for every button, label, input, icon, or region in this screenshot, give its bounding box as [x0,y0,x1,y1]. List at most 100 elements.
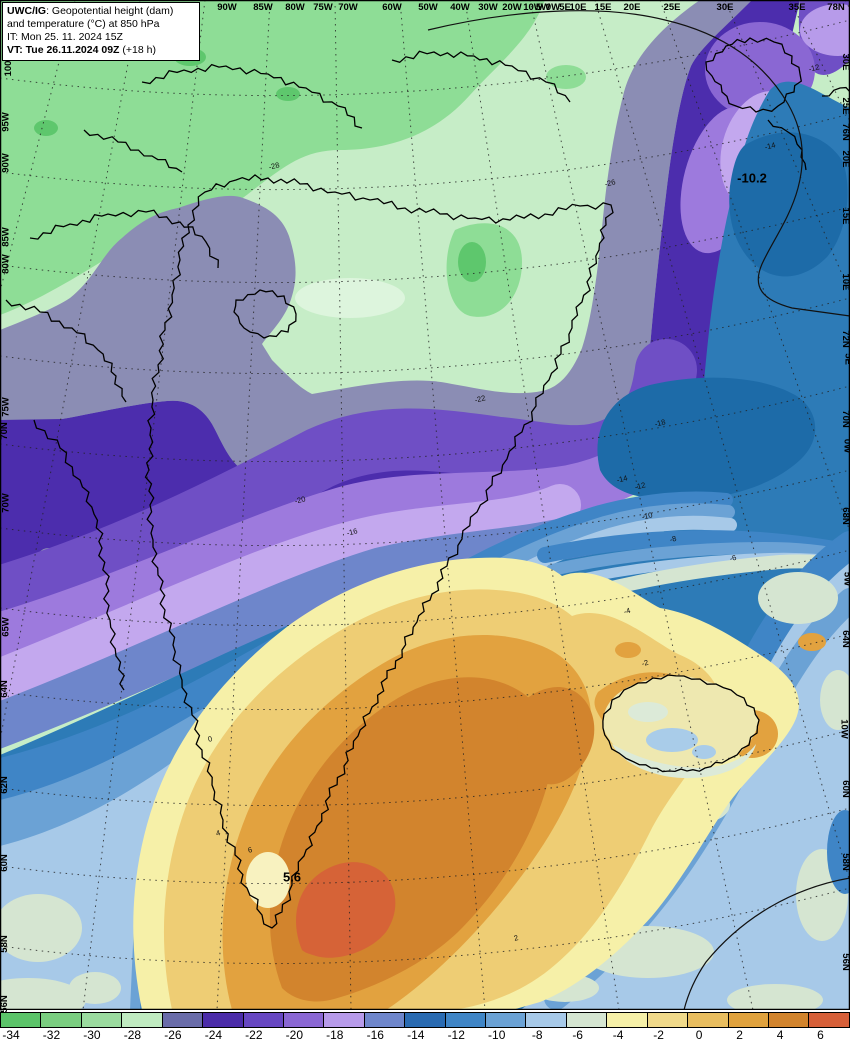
graticule-label-left: 70N [0,422,11,440]
legend-tick-label: -10 [488,1028,506,1041]
title-line-2: and temperature (°C) at 850 hPa [7,18,160,30]
graticule-label-top: 20W [502,2,522,13]
graticule-label-top: 15E [594,2,612,13]
legend-tick-label: -18 [326,1028,344,1041]
legend-tick-label: -2 [653,1028,664,1041]
graticule-label-top: 10W [523,2,543,13]
legend-tick-label: -34 [2,1028,20,1041]
graticule-line [594,0,850,884]
arctic-island-coastline [391,50,571,103]
legend-color-cell [324,1013,365,1027]
arctic-island-coastline [233,289,297,339]
legend-color-cell [243,1013,284,1027]
legend-color-cell [607,1013,648,1027]
legend-tick-label: -22 [245,1028,263,1041]
product-rest: : Geopotential height (dam) [46,5,174,17]
arctic-island-coastline [83,129,183,173]
legend-color-cell [688,1013,729,1027]
graticule-label-right: 64N [839,630,850,648]
iceland-interior [603,675,759,779]
svalbard-coastline [821,86,850,97]
svalbard-coastline [705,37,803,113]
graticule-label-top: 78N [827,2,845,13]
legend-tick-label: 0 [695,1028,703,1041]
graticule-label-right: 60N [839,780,850,798]
graticule-label-left: 58N [0,935,11,953]
graticule-line [464,0,620,1010]
graticule-label-top: 10E [569,2,587,13]
graticule-line [334,0,352,1010]
legend-color-cell [405,1013,446,1027]
iceland-coastline [602,674,760,773]
graticule-label-right: 25E [840,97,850,115]
arctic-island-coastline [5,299,127,403]
graticule-label-top: 90W [217,2,237,13]
legend-tick-label: -28 [123,1028,142,1041]
graticule-label-left: 65W [0,617,12,637]
graticule-label-top: 30W [478,2,498,13]
graticule-label-top: 40W [450,2,470,13]
graticule-label-right: 58N [839,853,850,871]
init-time: IT: Mon 25. 11. 2024 15Z [7,31,123,43]
graticule-label-right: 10W [838,719,850,739]
graticule-label-top: 30E [716,2,734,13]
legend-tick-label: -8 [531,1028,543,1041]
graticule-label-right: 76N [839,123,850,141]
graticule-label-top: 5E [559,2,571,13]
graticule-label-right: 68N [839,507,850,525]
graticule-line [529,0,754,1010]
greenland-coastline [144,174,614,929]
graticule-label-top: 85W [253,2,273,13]
title-box: UWC/IG: Geopotential height (dam) and te… [2,2,200,61]
legend-tick-label: -24 [204,1028,223,1041]
value-label: 5.6 [282,869,302,885]
graticule-label-left: 90W [0,153,12,173]
legend-color-cell [809,1013,849,1027]
graticule-label-top: 50W [418,2,438,13]
graticule-label-left: 70W [0,493,12,513]
legend-color-cell [647,1013,689,1027]
svalbard-coastline [767,119,807,171]
legend-tick-label: -14 [407,1028,425,1041]
legend-color-cell [526,1013,567,1027]
graticule-grid [0,0,850,1010]
graticule-label-top: 60W [382,2,402,13]
color-scale-legend: -34 -32 -30 -28 -26 -24 -22 -20 -18 -16 -14 -12 -10-… [0,1012,850,1041]
graticule-label-left: 62N [0,776,11,794]
graticule-label-top: 20E [623,2,641,13]
legend-color-cell [283,1013,325,1027]
graticule-label-left: 60N [0,854,11,872]
legend-color-cell [122,1013,163,1027]
arctic-island-coastline [29,209,219,269]
baffin-coastline [33,419,125,691]
valid-time: VT: Tue 26.11.2024 09Z (+18 h) [7,44,195,57]
graticule-label-left: 95W [0,112,12,132]
legend-color-cell [41,1013,82,1027]
graticule-label-top: 70W [338,2,358,13]
graticule-line [216,0,271,1010]
graticule-label-right: 5E [842,353,850,365]
valid-time-bold: VT: Tue 26.11.2024 09Z [7,44,120,56]
legend-tick-label: 6 [817,1028,824,1041]
graticule-label-left: 80W [0,254,12,274]
valid-time-rest: (+18 h) [119,44,156,56]
legend-tick-label: -12 [447,1028,465,1041]
legend-color-cell [728,1013,770,1027]
map-canvas: UWC/IG: Geopotential height (dam) and te… [0,0,850,1013]
graticule-label-left: 85W [0,227,12,247]
graticule-label-right: 70N [839,410,850,428]
legend-color-cell [364,1013,406,1027]
graticule-label-left: 75W [0,397,12,417]
graticule-label-left: 64N [0,680,11,698]
legend-color-cell [769,1013,810,1027]
graticule-label-right: 56N [839,953,850,971]
graticule-label-top: 25E [663,2,681,13]
legend-color-cell [1,1013,42,1027]
legend-tick-label: -32 [42,1028,61,1041]
legend-color-cell [81,1013,123,1027]
legend-tick-label: -4 [612,1028,624,1041]
graticule-label-right: 72N [839,330,850,348]
legend-color-cell [203,1013,244,1027]
value-label: -10.2 [737,170,767,186]
